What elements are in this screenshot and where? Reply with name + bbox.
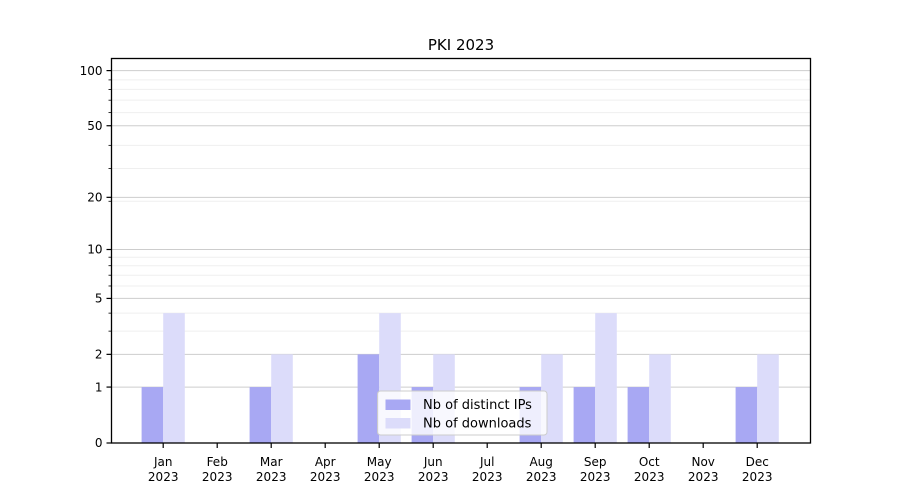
x-tick-label-year: 2023 <box>526 470 557 484</box>
x-tick-label-year: 2023 <box>310 470 341 484</box>
x-tick-label-month: Jul <box>479 455 494 469</box>
bar-dec-downloads <box>757 354 779 443</box>
y-tick-label: 0 <box>95 436 103 450</box>
x-tick-label-year: 2023 <box>418 470 449 484</box>
x-tick-label-month: Jun <box>423 455 443 469</box>
x-tick-label-year: 2023 <box>688 470 719 484</box>
y-tick-label: 10 <box>87 243 102 257</box>
x-tick-label-year: 2023 <box>742 470 773 484</box>
x-tick-label-month: Dec <box>746 455 769 469</box>
x-tick-label-year: 2023 <box>364 470 395 484</box>
x-tick-label-year: 2023 <box>148 470 179 484</box>
legend-swatch-downloads <box>385 418 411 429</box>
legend-box <box>377 390 548 436</box>
bar-sep-distinct-ips <box>573 387 596 443</box>
y-axis: 0 1 2 5 10 20 50 100 <box>80 64 112 450</box>
x-tick-label-year: 2023 <box>256 470 287 484</box>
x-tick-label-year: 2023 <box>634 470 665 484</box>
x-tick-label-month: Sep <box>584 455 607 469</box>
x-tick-label-month: Oct <box>639 455 660 469</box>
bar-mar-distinct-ips <box>249 387 272 443</box>
bar-oct-downloads <box>649 354 671 443</box>
x-tick-label-year: 2023 <box>580 470 611 484</box>
bar-dec-distinct-ips <box>735 387 758 443</box>
y-tick-label: 1 <box>95 380 103 394</box>
y-tick-label: 50 <box>87 119 102 133</box>
legend-label-downloads: Nb of downloads <box>423 417 532 432</box>
bar-jan-downloads <box>163 313 185 443</box>
bar-sep-downloads <box>595 313 617 443</box>
x-tick-label-month: Nov <box>691 455 714 469</box>
y-tick-label: 2 <box>95 348 103 362</box>
y-tick-label: 100 <box>80 64 103 78</box>
legend-swatch-distinct-ips <box>385 399 411 410</box>
x-tick-label-month: Apr <box>315 455 336 469</box>
x-tick-label-month: May <box>367 455 392 469</box>
chart-title: PKI 2023 <box>428 36 494 54</box>
x-tick-label-month: Aug <box>529 455 552 469</box>
major-gridlines <box>111 70 811 388</box>
legend-label-distinct-ips: Nb of distinct IPs <box>423 398 532 413</box>
x-tick-label-month: Feb <box>207 455 228 469</box>
x-tick-label-year: 2023 <box>472 470 503 484</box>
plot-border <box>110 57 812 444</box>
y-tick-label: 20 <box>87 191 102 205</box>
legend: Nb of distinct IPs Nb of downloads <box>377 390 548 436</box>
x-axis: Jan2023Feb2023Mar2023Apr2023May2023Jun20… <box>148 443 773 484</box>
bar-jan-distinct-ips <box>141 387 164 443</box>
bar-may-distinct-ips <box>357 354 380 443</box>
bar-mar-downloads <box>271 354 293 443</box>
x-tick-label-month: Jan <box>153 455 173 469</box>
minor-gridlines <box>111 79 811 332</box>
bar-oct-distinct-ips <box>627 387 650 443</box>
x-tick-label-month: Mar <box>260 455 283 469</box>
x-tick-label-year: 2023 <box>202 470 233 484</box>
y-tick-label: 5 <box>95 292 103 306</box>
